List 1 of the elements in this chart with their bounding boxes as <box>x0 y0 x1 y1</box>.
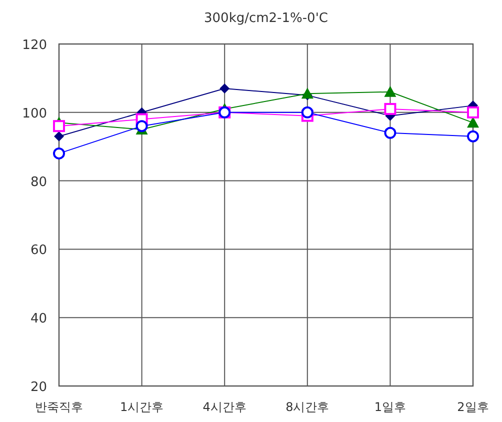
title: 300kg/cm2-1%-0'C <box>204 11 328 26</box>
